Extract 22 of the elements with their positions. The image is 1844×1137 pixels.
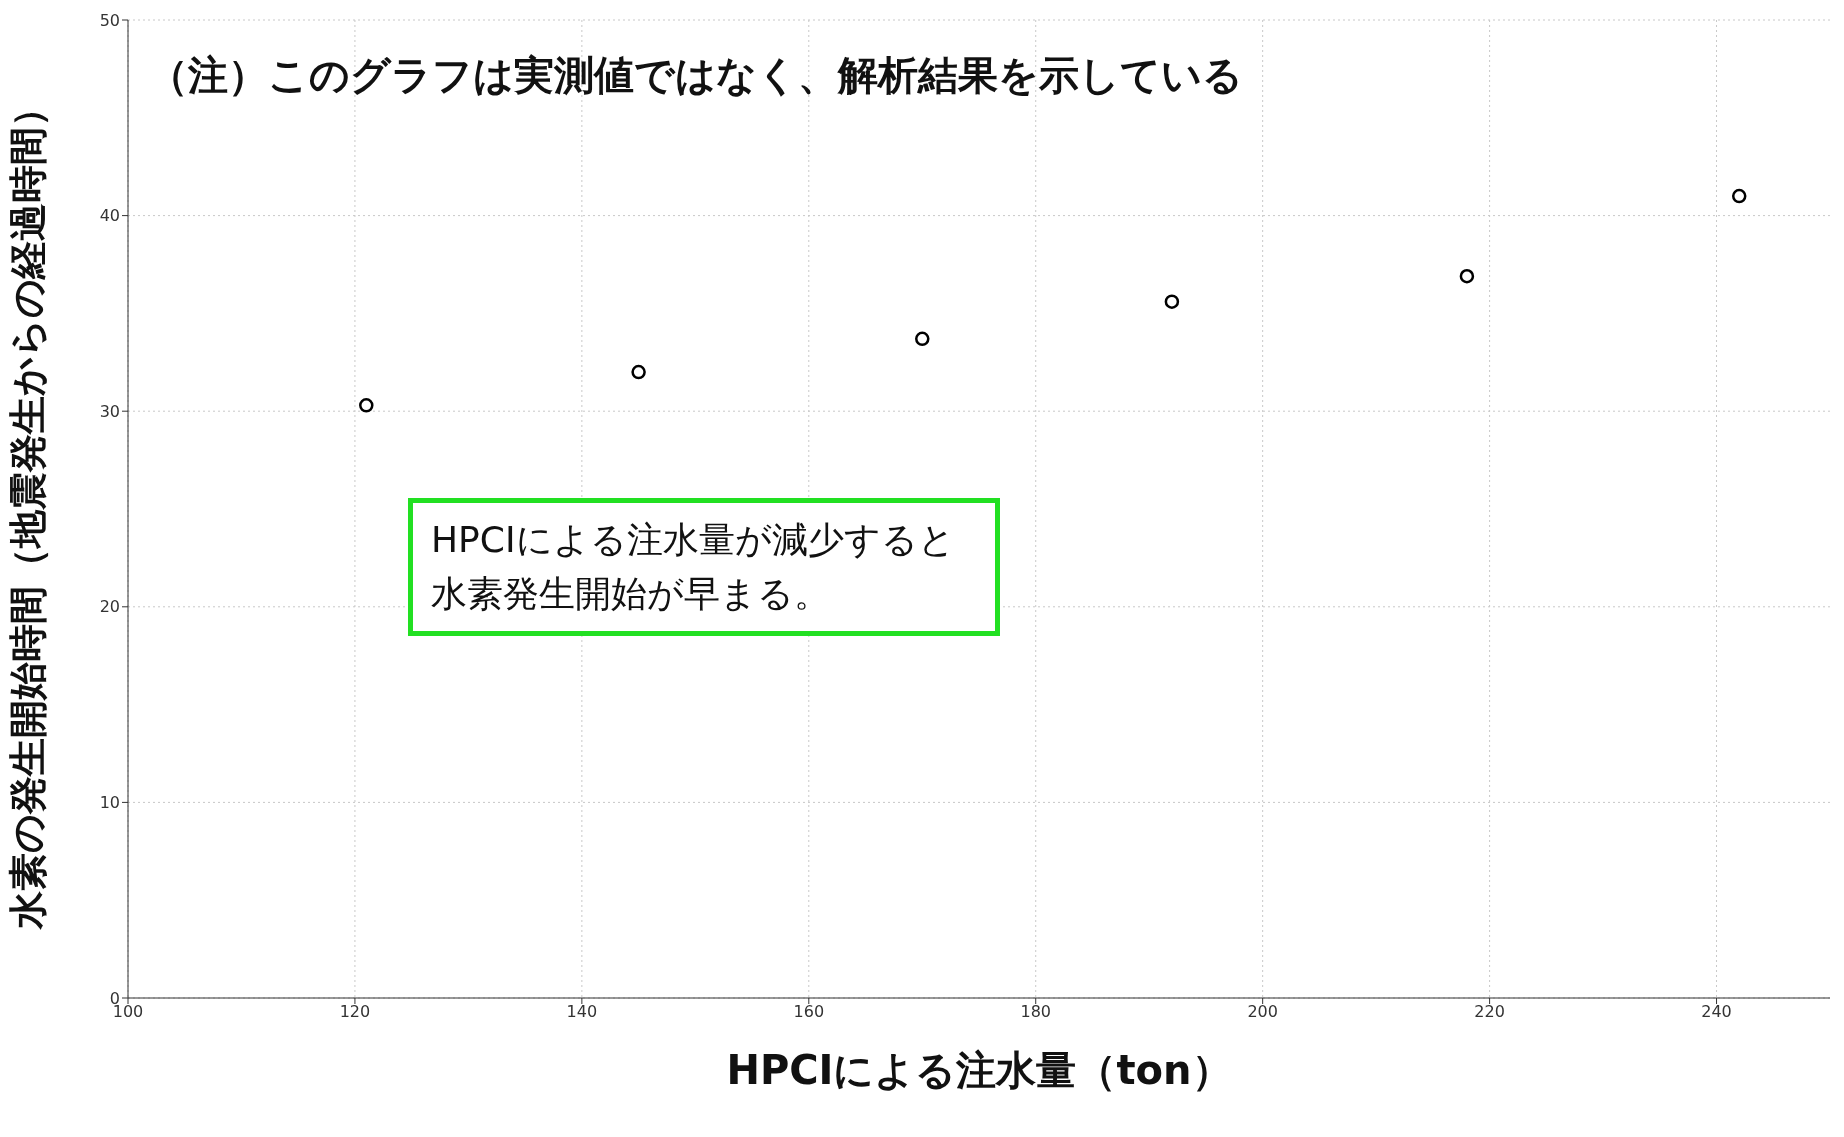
- y-tick-label: 30: [99, 401, 120, 421]
- x-tick-label: 180: [1020, 1002, 1052, 1022]
- note-box: HPCIによる注水量が減少すると水素発生開始が早まる。: [408, 498, 1000, 636]
- point: [915, 331, 930, 347]
- y-tick-label: 20: [99, 597, 120, 617]
- point: [1164, 294, 1180, 309]
- point: [1731, 188, 1747, 204]
- y-axis-title: 水素の発生開始時間（地震発生からの経過時間）: [6, 89, 51, 930]
- x-tick-label: 160: [793, 1002, 825, 1022]
- x-tick-label: 120: [339, 1002, 371, 1022]
- point: [359, 398, 374, 413]
- x-tick-label: 220: [1474, 1002, 1505, 1022]
- y-tick-label: 40: [99, 206, 120, 226]
- x-tick-label: 200: [1247, 1002, 1278, 1022]
- x-tick-label: 240: [1701, 1002, 1732, 1022]
- point: [1459, 268, 1475, 284]
- y-tick-label: 50: [99, 10, 120, 30]
- annotation: （注）このグラフは実測値ではなく、解析結果を示している: [148, 51, 1243, 100]
- x-tick-label: 140: [566, 1002, 598, 1022]
- y-tick-label: 10: [99, 793, 120, 813]
- point: [631, 364, 646, 380]
- x-axis-title: HPCIによる注水量（ton）: [726, 1047, 1232, 1093]
